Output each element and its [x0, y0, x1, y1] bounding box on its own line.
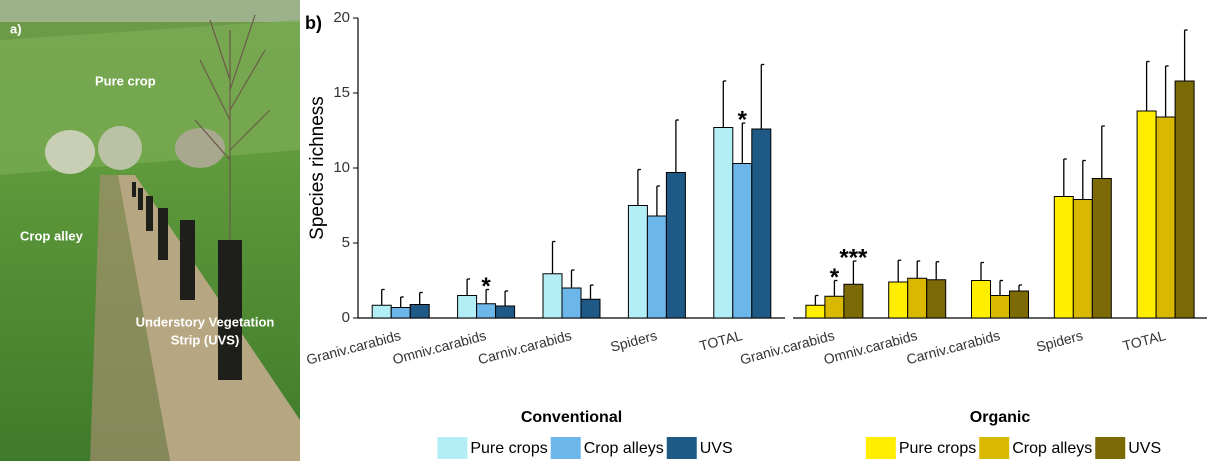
bar — [991, 296, 1010, 319]
bar — [908, 278, 927, 318]
photo-label: Pure crop — [95, 73, 156, 88]
legend-label: Pure crops — [899, 440, 976, 457]
bar — [1010, 291, 1029, 318]
bar — [410, 305, 429, 319]
x-tick-label: Omniv.carabids — [822, 327, 919, 367]
bar — [372, 305, 391, 318]
bar — [927, 280, 946, 318]
photo-label: Understory Vegetation — [136, 314, 275, 329]
bar — [628, 206, 647, 319]
legend-label: Crop alleys — [584, 440, 664, 457]
bar — [889, 282, 908, 318]
x-tick-label: Graniv.carabids — [738, 327, 836, 368]
legend-label: Pure crops — [470, 440, 547, 457]
legend-swatch — [1095, 437, 1125, 459]
bar — [543, 274, 562, 318]
y-tick-label: 0 — [342, 309, 350, 326]
photo-bush — [45, 130, 95, 174]
legend-swatch — [667, 437, 697, 459]
bar — [647, 216, 666, 318]
x-tick-label: Carniv.carabids — [905, 327, 1002, 367]
photo-bush — [98, 126, 142, 170]
bar — [1175, 81, 1194, 318]
bar — [1073, 200, 1092, 319]
x-tick-label: TOTAL — [1121, 327, 1168, 354]
bar — [1156, 117, 1175, 318]
photo-upper-field — [0, 20, 300, 175]
figure: a) Pure crop Crop alley Understory Veget… — [0, 0, 1212, 461]
page: {"photo":{"panel_label":"a)","pure_crop"… — [0, 0, 1212, 461]
bar — [562, 288, 581, 318]
x-tick-label: Carniv.carabids — [476, 327, 573, 367]
legend: Pure crops Crop alleys UVS — [437, 437, 732, 459]
y-tick-label: 15 — [333, 84, 350, 101]
bar — [972, 281, 991, 319]
legend-title: Organic — [970, 409, 1031, 426]
panel-label: b) — [305, 13, 322, 33]
photo-label: Crop alley — [20, 228, 84, 243]
legend-swatch — [437, 437, 467, 459]
bar — [714, 128, 733, 319]
significance: *** — [839, 244, 868, 271]
x-tick-label: Omniv.carabids — [391, 327, 488, 367]
x-tick-label: Spiders — [1035, 327, 1085, 355]
y-tick-label: 10 — [333, 159, 350, 176]
x-tick-label: Spiders — [609, 327, 659, 355]
bar — [1137, 111, 1156, 318]
y-tick-label: 5 — [342, 234, 350, 251]
bar — [477, 304, 496, 318]
legend-swatch — [551, 437, 581, 459]
bar — [581, 299, 600, 318]
significance: * — [738, 106, 748, 133]
bar — [806, 305, 825, 318]
legend: Pure crops Crop alleys UVS — [866, 437, 1161, 459]
photo: a) Pure crop Crop alley Understory Veget… — [0, 0, 300, 461]
legend-swatch — [979, 437, 1009, 459]
bar — [752, 129, 771, 318]
panel-label: a) — [10, 21, 22, 36]
legend-label: Crop alleys — [1012, 440, 1092, 457]
bar — [825, 296, 844, 318]
legend-label: UVS — [1128, 440, 1161, 457]
bar — [458, 296, 477, 319]
x-tick-label: Graniv.carabids — [305, 327, 403, 368]
bar — [1054, 197, 1073, 319]
significance: * — [830, 264, 840, 291]
legend-swatch — [866, 437, 896, 459]
bar — [496, 306, 515, 318]
bar — [733, 164, 752, 319]
x-tick-label: TOTAL — [698, 327, 745, 354]
photo-sky — [0, 0, 300, 22]
bar — [1092, 179, 1111, 319]
bar — [391, 308, 410, 319]
legend-label: UVS — [700, 440, 733, 457]
photo-bush — [175, 128, 225, 168]
significance: * — [481, 273, 491, 300]
bar — [844, 284, 863, 318]
bar — [666, 173, 685, 319]
legend-title: Conventional — [521, 409, 622, 426]
photo-label: Strip (UVS) — [171, 332, 240, 347]
y-tick-label: 20 — [333, 9, 350, 26]
y-axis-label: Species richness — [307, 96, 328, 240]
